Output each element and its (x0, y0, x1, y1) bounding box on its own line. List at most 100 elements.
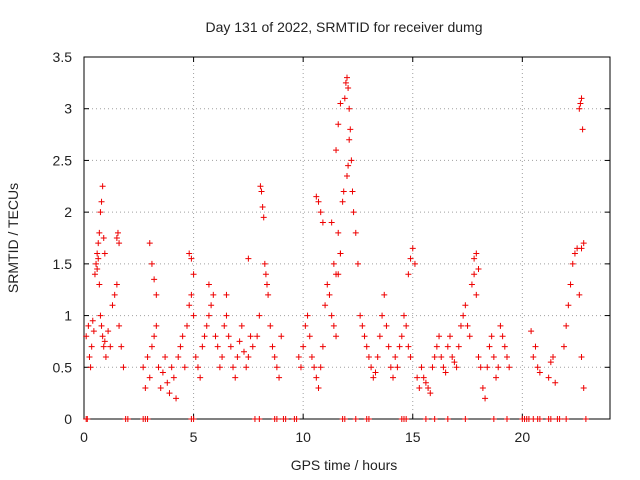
data-point (205, 281, 212, 288)
data-point (398, 333, 405, 340)
data-point (578, 353, 585, 360)
data-point (552, 379, 559, 386)
data-point (383, 322, 390, 329)
data-point (569, 260, 576, 267)
data-point (105, 328, 112, 335)
data-point (345, 85, 352, 92)
data-point (100, 235, 107, 241)
data-point (431, 353, 438, 360)
data-point (190, 271, 197, 278)
data-point (418, 364, 425, 371)
data-point (148, 260, 155, 267)
data-point (170, 374, 177, 381)
data-point (146, 240, 153, 247)
data-point (168, 364, 175, 371)
data-point (488, 333, 495, 340)
data-point (365, 416, 372, 422)
data-point (333, 271, 340, 278)
data-point (582, 416, 589, 422)
y-tick-label: 0.5 (53, 359, 73, 375)
data-point (576, 291, 583, 298)
data-point (302, 322, 309, 329)
chart-title: Day 131 of 2022, SRMTID for receiver dum… (205, 19, 482, 35)
y-tick-label: 3 (64, 101, 72, 117)
data-point (471, 271, 478, 278)
data-point (497, 322, 504, 329)
data-point (86, 353, 93, 360)
data-point (293, 416, 300, 422)
data-point (203, 322, 210, 329)
data-point (365, 353, 372, 360)
data-point (216, 364, 223, 371)
data-point (98, 322, 105, 329)
data-point (335, 121, 342, 128)
data-point (545, 374, 552, 381)
data-point (225, 333, 232, 340)
data-point (144, 353, 151, 360)
data-point (95, 240, 102, 247)
data-point (359, 322, 366, 329)
data-point (84, 416, 91, 422)
data-point (257, 183, 264, 190)
data-point (317, 364, 324, 371)
y-tick-label: 1 (64, 308, 72, 324)
data-point (534, 364, 541, 371)
data-point (100, 343, 107, 350)
data-point (473, 250, 480, 257)
data-point (199, 343, 206, 350)
data-point (400, 312, 407, 319)
data-point (282, 416, 289, 422)
data-point (94, 266, 101, 273)
data-point (464, 322, 471, 329)
data-point (407, 255, 414, 262)
data-point (349, 188, 356, 195)
data-point (227, 343, 234, 350)
data-point (550, 353, 557, 360)
data-point (234, 353, 241, 360)
data-point (486, 343, 493, 350)
data-point (405, 343, 412, 350)
y-axis-ticks: 0 0.5 1 1.5 2 2.5 3 3.5 (53, 49, 610, 427)
data-point (300, 343, 307, 350)
data-point (453, 364, 460, 371)
data-point (210, 291, 217, 298)
data-point (254, 333, 261, 340)
data-point (503, 353, 510, 360)
data-point (460, 312, 467, 319)
data-point (457, 322, 464, 329)
data-point (94, 250, 101, 257)
data-point (238, 322, 245, 329)
x-axis-ticks: 0 5 10 15 20 (80, 57, 530, 445)
y-axis-label: SRMTID / TECUs (5, 183, 21, 293)
data-point (532, 343, 539, 350)
data-point (396, 343, 403, 350)
data-point (409, 245, 416, 252)
data-point (361, 333, 368, 340)
data-point (219, 353, 226, 360)
data-point (352, 229, 359, 236)
data-point (144, 416, 151, 422)
data-point (179, 333, 186, 340)
data-point (95, 255, 102, 262)
data-point (563, 322, 570, 329)
data-point (194, 364, 201, 371)
data-point (565, 302, 572, 309)
data-point (482, 395, 489, 402)
data-point (267, 322, 274, 329)
data-point (278, 333, 285, 340)
data-point (151, 333, 158, 340)
data-point (97, 209, 104, 216)
data-point (438, 353, 445, 360)
data-point (381, 291, 388, 298)
data-point (347, 126, 354, 133)
data-point (340, 188, 347, 195)
data-point (140, 364, 147, 371)
data-point (547, 416, 554, 422)
data-point (256, 312, 263, 319)
data-point (370, 374, 377, 381)
data-point (506, 364, 513, 371)
data-point (536, 416, 543, 422)
data-point (414, 374, 421, 381)
data-point (335, 229, 342, 236)
